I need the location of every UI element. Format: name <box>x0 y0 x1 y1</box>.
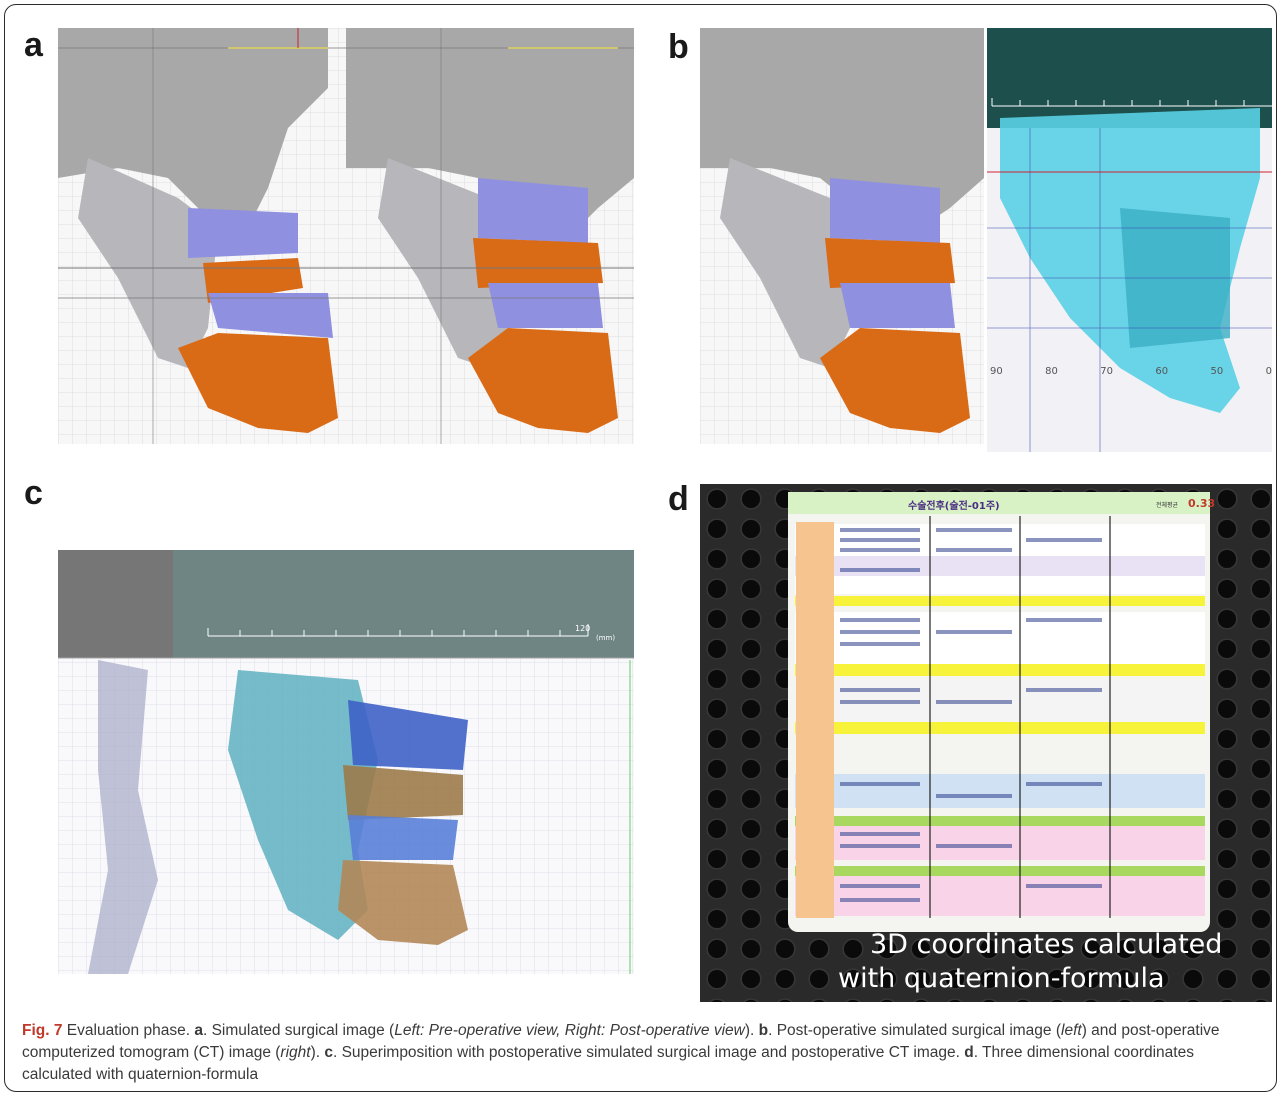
caption-a-italic: Left: Pre-operative view, Right: Post-op… <box>394 1022 745 1039</box>
caption-b-end: ). <box>310 1044 325 1061</box>
caption-b-mid: ) and post-operative computerized tomogr… <box>22 1022 1220 1061</box>
superimposed-skull <box>228 670 468 945</box>
ct-scale-end-label: 120 <box>575 624 591 633</box>
table-corner-value: 0.33 <box>1188 497 1216 510</box>
panel-label-a: a <box>24 26 43 64</box>
panel-d-table: 3D coordinates calculated with quaternio… <box>700 484 1272 1002</box>
skull-simulated <box>700 28 984 433</box>
panel-label-d: d <box>668 480 689 518</box>
caption-d-label: d <box>964 1044 974 1061</box>
panel-a-images <box>58 28 634 444</box>
ct-scale-label: 50 <box>1210 366 1224 377</box>
table-corner-label: 전체평균 <box>1156 502 1179 509</box>
panel-label-c: c <box>24 474 43 512</box>
ct-scale-label: 70 <box>1100 366 1113 377</box>
caption-lead: Evaluation phase. <box>62 1022 195 1039</box>
table-title: 수술전후(술전-01주) <box>908 501 1000 512</box>
ct-scale-labels: 90 80 70 60 50 0 <box>990 366 1272 377</box>
skull-pre-op <box>58 28 338 433</box>
figure-caption: Fig. 7 Evaluation phase. a. Simulated su… <box>22 1020 1262 1086</box>
caption-d-text: . Three dimensional coordinates calculat… <box>22 1044 1194 1083</box>
caption-c-text: . Superimposition with postoperative sim… <box>332 1044 965 1061</box>
caption-b-text: . Post-operative simulated surgical imag… <box>768 1022 1061 1039</box>
caption-b-label: b <box>758 1022 769 1039</box>
panel-b-images: 90 80 70 60 50 0 <box>700 28 1272 452</box>
table-overlay-line2: with quaternion-formula <box>838 963 1165 994</box>
caption-b-italic2: right <box>280 1044 311 1061</box>
table-rows <box>795 522 1205 918</box>
caption-a-end: ). <box>744 1022 759 1039</box>
ct-scale-label: 60 <box>1155 366 1169 377</box>
spine-ct <box>88 660 158 974</box>
caption-c-label: c <box>324 1044 333 1061</box>
ct-scale-label: 90 <box>990 366 1003 377</box>
ct-scale-label: 80 <box>1045 366 1058 377</box>
caption-fig-label: Fig. 7 <box>22 1022 63 1039</box>
figure-frame <box>4 4 1277 1092</box>
ct-scale-label: 0 <box>1265 366 1272 377</box>
panel-label-b: b <box>668 28 689 66</box>
skull-post-op <box>346 28 634 433</box>
ct-scale-unit: (mm) <box>596 634 616 642</box>
panel-c-image: 120 (mm) <box>58 550 634 974</box>
caption-b-italic1: left <box>1061 1022 1082 1039</box>
caption-a-text: . Simulated surgical image ( <box>202 1022 395 1039</box>
table-overlay-line1: 3D coordinates calculated <box>870 929 1223 960</box>
caption-a-label: a <box>194 1022 203 1039</box>
